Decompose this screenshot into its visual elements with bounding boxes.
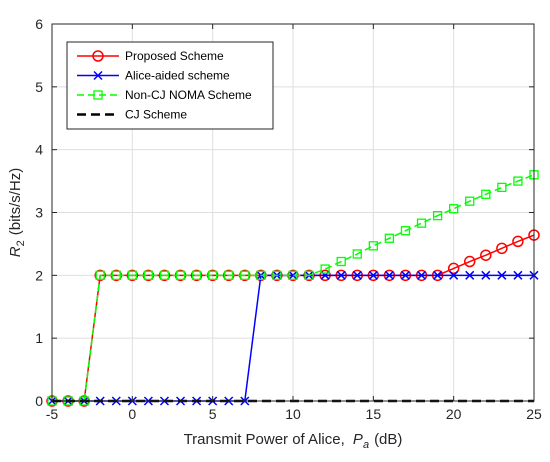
legend-marker [93, 90, 103, 100]
data-point [256, 270, 266, 280]
x-axis-label-unit: (dB) [374, 431, 402, 448]
data-point [352, 249, 362, 259]
data-point [240, 270, 250, 280]
legend-label: Alice-aided scheme [125, 69, 230, 83]
data-point [465, 196, 475, 206]
data-point [432, 210, 443, 221]
data-point [463, 255, 476, 268]
data-point [320, 264, 330, 274]
data-point [497, 270, 507, 280]
data-point [111, 270, 121, 280]
x-tick-label: 20 [446, 406, 462, 422]
y-tick-label: 4 [35, 142, 43, 158]
data-point [190, 269, 203, 282]
data-point [481, 270, 491, 280]
x-tick-label: -5 [46, 406, 59, 422]
y-tick-label: 0 [35, 393, 43, 409]
data-point [127, 270, 137, 280]
data-point [272, 270, 282, 280]
data-point [447, 262, 460, 275]
data-point [384, 233, 395, 243]
y-tick-label: 3 [35, 205, 43, 221]
y-axis-label-symbol: R [7, 246, 24, 257]
y-tick-label: 6 [35, 16, 43, 32]
y-tick-label: 5 [35, 79, 43, 95]
data-point [465, 270, 475, 280]
data-point [304, 270, 314, 280]
x-axis-label-subscript: a [363, 439, 369, 451]
data-point [368, 270, 378, 280]
data-point [416, 218, 427, 228]
data-point [400, 226, 411, 236]
data-point [513, 270, 523, 280]
y-axis-label-unit: (bits/s/Hz) [7, 168, 24, 236]
x-axis-label-text: Transmit Power of Alice, [184, 431, 345, 448]
legend-marker [92, 50, 104, 62]
data-point [158, 269, 171, 282]
x-tick-label: 25 [526, 406, 542, 422]
data-point [449, 270, 459, 280]
y-tick-label: 1 [35, 330, 43, 346]
legend-box [66, 41, 274, 130]
data-point [126, 269, 139, 282]
data-point [336, 256, 346, 267]
y-axis-label: R2 (bits/s/Hz) [7, 168, 27, 257]
data-point [191, 270, 202, 280]
data-point [512, 235, 524, 248]
y-tick-label: 2 [35, 267, 43, 283]
data-point [288, 270, 298, 280]
data-point [417, 270, 427, 280]
data-point [95, 270, 105, 280]
x-tick-label: 0 [128, 406, 136, 422]
data-point [449, 204, 459, 214]
data-point [368, 241, 378, 251]
data-point [497, 182, 507, 193]
data-point [175, 270, 186, 280]
legend-marker [93, 70, 103, 81]
data-point [336, 270, 346, 280]
x-axis-label-symbol: P [353, 431, 363, 448]
x-axis-label: Transmit Power of Alice, Pa (dB) [184, 431, 403, 451]
data-point [481, 189, 491, 199]
x-tick-label: 15 [366, 406, 382, 422]
data-point [513, 176, 523, 186]
data-point [224, 270, 234, 280]
legend-label: Non-CJ NOMA Scheme [125, 88, 252, 102]
data-point [433, 270, 443, 280]
data-point [288, 270, 298, 280]
data-point [400, 270, 410, 280]
x-tick-label: 10 [285, 406, 301, 422]
y-axis-label-subscript: 2 [15, 240, 27, 246]
x-tick-label: 5 [209, 406, 217, 422]
data-point [352, 270, 362, 280]
series-line [52, 174, 535, 402]
data-point [94, 269, 106, 282]
data-point [496, 242, 508, 255]
data-point [143, 270, 154, 280]
data-point [384, 270, 394, 280]
legend-label: Proposed Scheme [125, 49, 224, 63]
legend-label: CJ Scheme [125, 108, 187, 122]
data-point [159, 270, 170, 280]
data-point [480, 249, 492, 261]
data-point [208, 270, 218, 280]
legend: Proposed Scheme Alice-aided scheme Non-CJ … [66, 41, 274, 130]
